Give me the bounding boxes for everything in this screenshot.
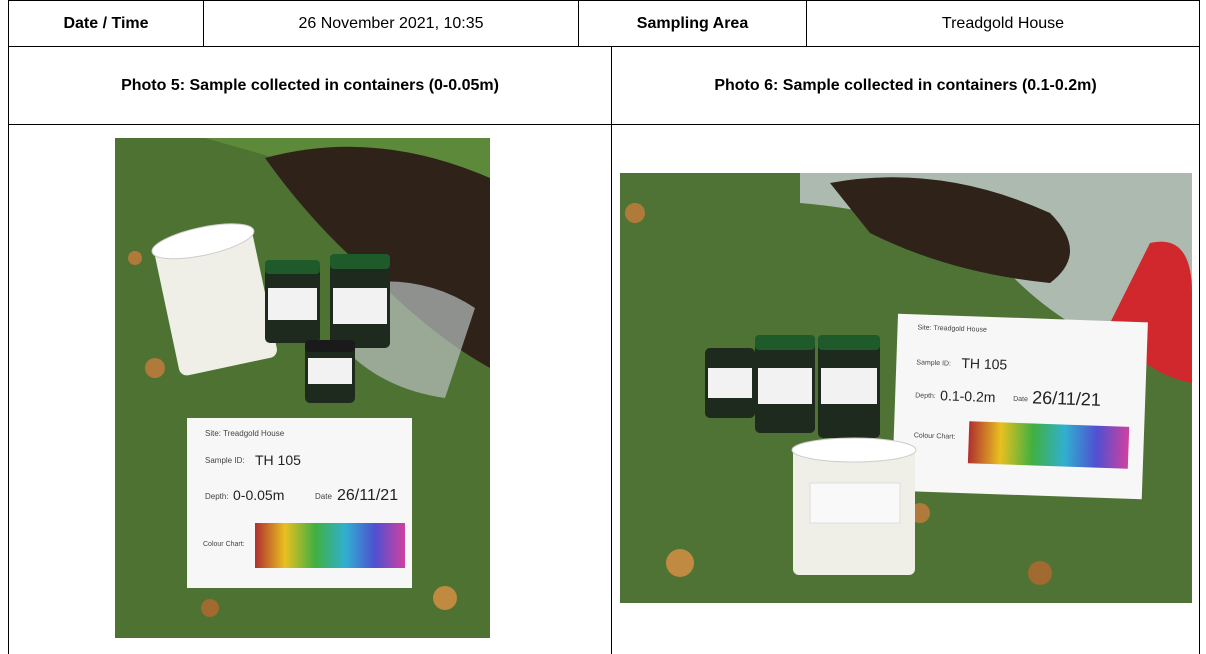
card-text: Depth: [915, 392, 936, 400]
photo-caption: Photo 5: Sample collected in containers … [121, 77, 499, 95]
caption-cell: Photo 5: Sample collected in containers … [8, 46, 611, 124]
caption-cell: Photo 6: Sample collected in containers … [611, 46, 1200, 124]
header-cell: Date / Time [8, 0, 203, 46]
card-text: Colour Chart: [203, 541, 245, 548]
area-value: Treadgold House [942, 15, 1064, 33]
card-text: Sample ID: [205, 456, 245, 465]
card-text: TH 105 [255, 452, 301, 468]
card-text: 0-0.05m [233, 487, 284, 503]
date-label: Date / Time [63, 15, 148, 33]
header-cell: Sampling Area [578, 0, 806, 46]
card-text: Site: Treadgold House [205, 429, 285, 438]
header-cell: Treadgold House [806, 0, 1200, 46]
card-text: Sample ID: [916, 359, 951, 367]
card-text: Depth: [205, 492, 229, 501]
area-label: Sampling Area [637, 15, 748, 33]
page: Date / Time 26 November 2021, 10:35 Samp… [0, 0, 1206, 650]
card-text: Date [315, 492, 332, 501]
card-text: Date [1013, 396, 1028, 404]
photo: Site: Treadgold House Sample ID: TH 105 … [115, 138, 490, 638]
card-text: 0.1-0.2m [940, 387, 996, 405]
card-text: 26/11/21 [337, 487, 398, 504]
photo: Site: Treadgold House Sample ID: TH 105 … [620, 173, 1192, 603]
card-text: Colour Chart: [914, 432, 956, 440]
card-text: 26/11/21 [1032, 387, 1101, 409]
header-cell: 26 November 2021, 10:35 [203, 0, 578, 46]
date-value: 26 November 2021, 10:35 [298, 15, 483, 33]
photo-caption: Photo 6: Sample collected in containers … [714, 77, 1096, 95]
card-text: TH 105 [961, 355, 1008, 373]
